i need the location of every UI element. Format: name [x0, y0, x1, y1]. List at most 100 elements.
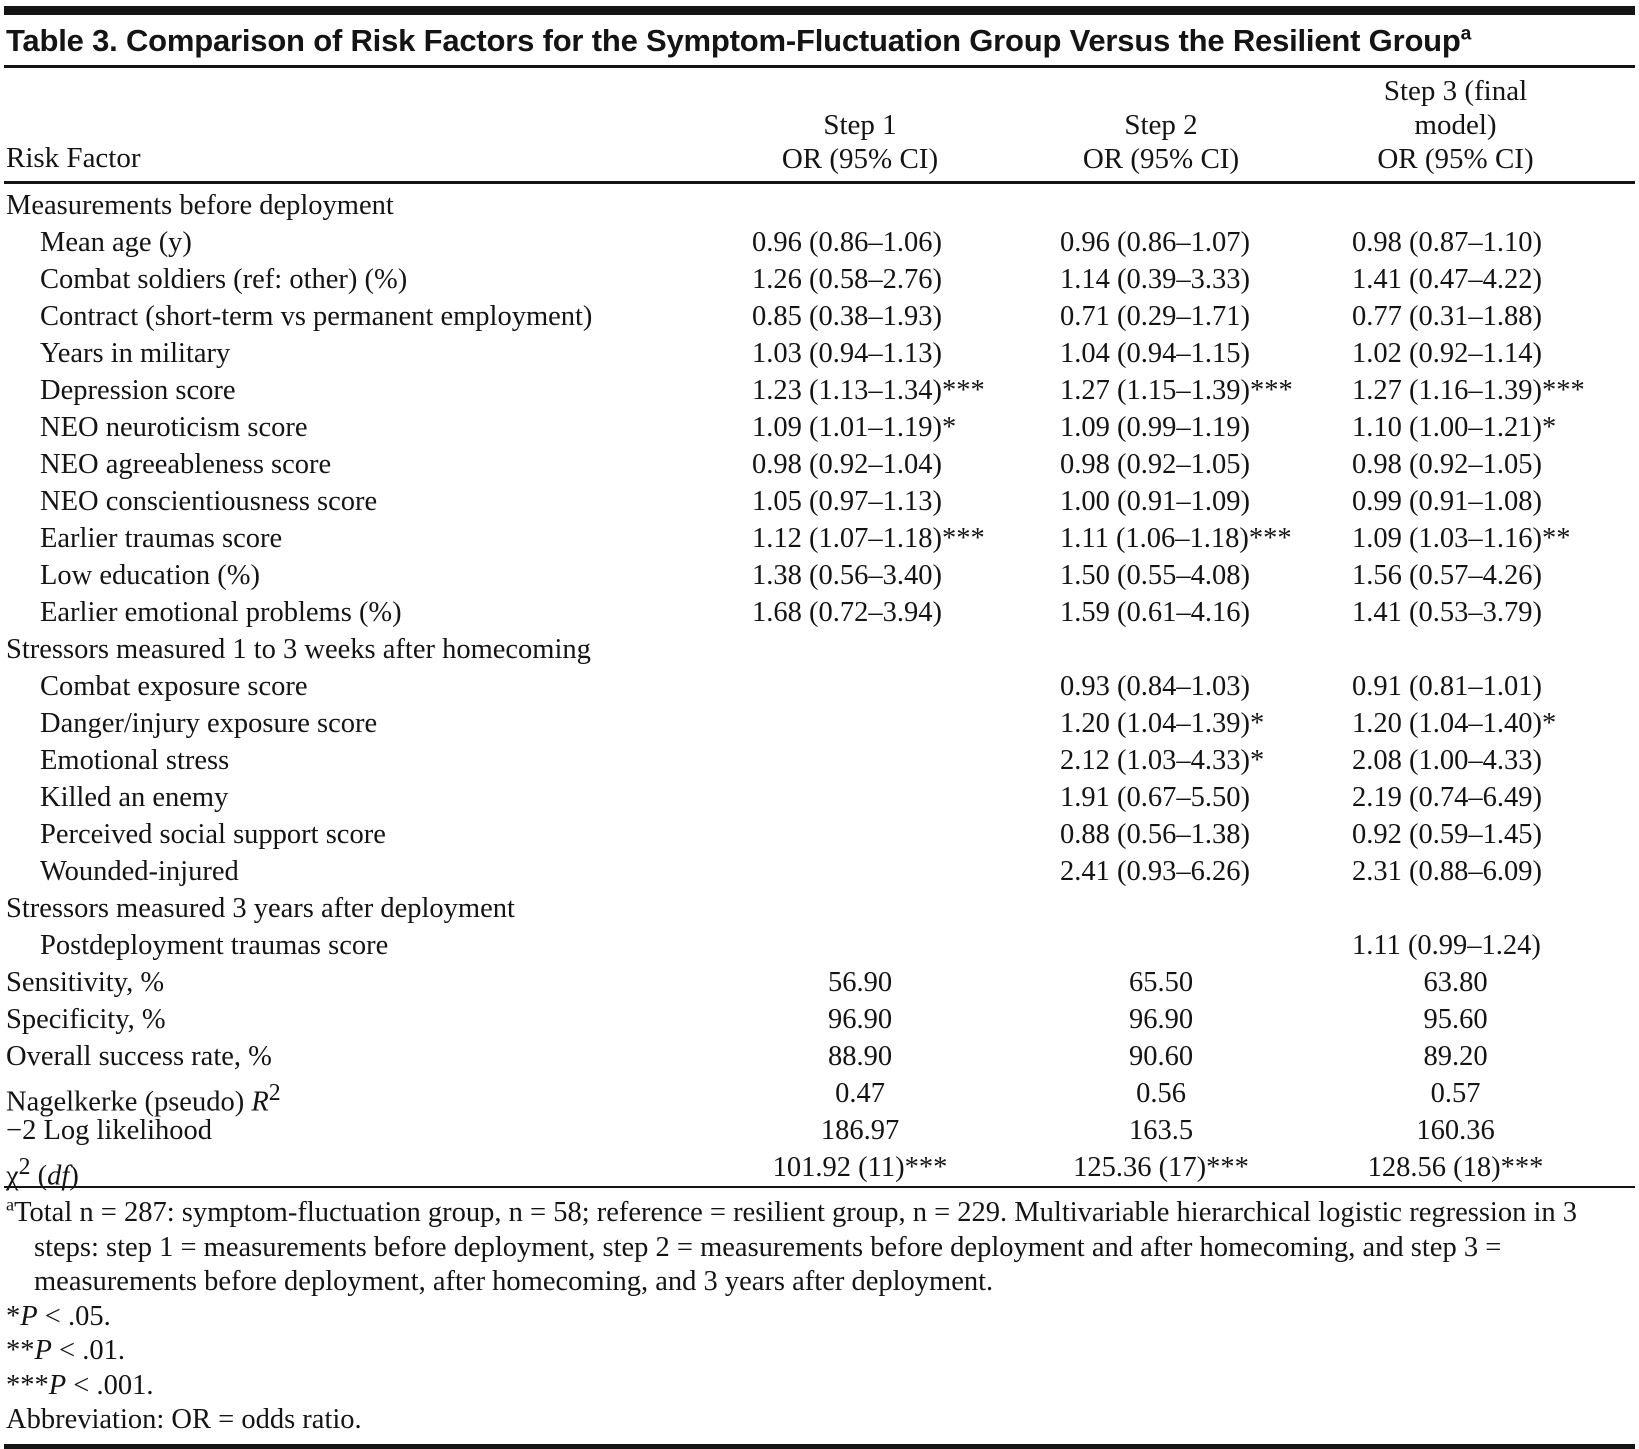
- title-rule: [4, 65, 1635, 68]
- value-cell-step3: 160.36: [1416, 1115, 1495, 1146]
- table-row: Killed an enemy 1.91 (0.67–5.50) 2.19 (0.7…: [0, 779, 1639, 816]
- value-cell-step2: 125.36 (17)***: [1073, 1152, 1249, 1183]
- row-label: Depression score: [40, 375, 236, 406]
- value-cell-step1: [740, 927, 1050, 964]
- table-row: NEO neuroticism score 1.09 (1.01–1.19)* 1.…: [0, 409, 1639, 446]
- risk-factor-header: Risk Factor: [6, 142, 141, 174]
- value-cell-step2: 1.20 (1.04–1.39)*: [1060, 708, 1265, 739]
- value-cell-step2: 1.00 (0.91–1.09): [1060, 486, 1250, 517]
- value-cell-step1: [740, 779, 1050, 816]
- row-label: Low education (%): [40, 560, 260, 591]
- footnotes: aTotal n = 287: symptom-fluctuation grou…: [0, 1188, 1639, 1444]
- value-cell-step1: [740, 742, 1050, 779]
- row-label: Postdeployment traumas score: [40, 930, 389, 961]
- value-cell-step2: 90.60: [1128, 1041, 1194, 1072]
- value-cell-step1: 1.09 (1.01–1.19)*: [752, 412, 957, 443]
- table-row: Perceived social support score 0.88 (0.56…: [0, 816, 1639, 853]
- value-cell-step2: 2.12 (1.03–4.33)*: [1060, 745, 1265, 776]
- bottom-double-rule: [4, 1443, 1635, 1449]
- table-row: Overall success rate, % 88.90 90.60 89.20: [0, 1038, 1639, 1075]
- table-row: Contract (short-term vs permanent employ…: [0, 298, 1639, 335]
- table-row: Wounded-injured 2.41 (0.93–6.26) 2.31 (0.8…: [0, 853, 1639, 890]
- value-cell-step2: 96.90: [1128, 1004, 1194, 1035]
- value-cell-step2: 65.50: [1128, 967, 1194, 998]
- row-label: Years in military: [40, 338, 231, 369]
- value-cell-step3: 1.09 (1.03–1.16)**: [1352, 523, 1571, 554]
- value-cell-step3: 2.19 (0.74–6.49): [1352, 782, 1542, 813]
- value-cell-step3: 2.31 (0.88–6.09): [1352, 856, 1542, 887]
- value-cell-step1: 186.97: [820, 1115, 900, 1146]
- table-row: Years in military 1.03 (0.94–1.13) 1.04 (0…: [0, 335, 1639, 372]
- body-bottom-rule: [4, 1186, 1635, 1188]
- value-cell-step2: 0.98 (0.92–1.05): [1060, 449, 1250, 480]
- value-cell-step2: 1.59 (0.61–4.16): [1060, 597, 1250, 628]
- row-label: Sensitivity, %: [6, 967, 165, 998]
- row-label: Nagelkerke (pseudo) R2: [6, 1080, 281, 1118]
- row-label: Killed an enemy: [40, 782, 229, 813]
- value-cell-step3: 1.27 (1.16–1.39)***: [1352, 375, 1585, 406]
- row-label: Stressors measured 3 years after deploym…: [6, 893, 515, 924]
- value-cell-step2: 1.91 (0.67–5.50): [1060, 782, 1250, 813]
- section-row: Stressors measured 3 years after deploym…: [0, 890, 1639, 927]
- row-label: Measurements before deployment: [6, 190, 394, 221]
- value-cell-step3: 0.99 (0.91–1.08): [1352, 486, 1542, 517]
- value-cell-step1: 1.12 (1.07–1.18)***: [752, 523, 985, 554]
- value-cell-step1: [740, 853, 1050, 890]
- table-row: Low education (%) 1.38 (0.56–3.40) 1.50 (0…: [0, 557, 1639, 594]
- value-cell-step3: 0.98 (0.87–1.10): [1352, 227, 1542, 258]
- value-cell-step2: 0.93 (0.84–1.03): [1060, 671, 1250, 702]
- value-cell-step3: 1.20 (1.04–1.40)*: [1352, 708, 1557, 739]
- table-row: Danger/injury exposure score 1.20 (1.04–1…: [0, 705, 1639, 742]
- row-label: NEO neuroticism score: [40, 412, 308, 443]
- value-cell-step3: 0.91 (0.81–1.01): [1352, 671, 1542, 702]
- row-label: Perceived social support score: [40, 819, 386, 850]
- value-cell-step3: 0.57: [1430, 1078, 1481, 1109]
- table-row: Mean age (y) 0.96 (0.86–1.06) 0.96 (0.86–1…: [0, 224, 1639, 261]
- table-row: Postdeployment traumas score 1.11 (0.99–1…: [0, 927, 1639, 964]
- row-label: −2 Log likelihood: [6, 1115, 213, 1146]
- value-cell-step2: 1.50 (0.55–4.08): [1060, 560, 1250, 591]
- value-cell-step3: 0.92 (0.59–1.45): [1352, 819, 1542, 850]
- value-cell-step2: 163.5: [1128, 1115, 1194, 1146]
- row-label: NEO agreeableness score: [40, 449, 332, 480]
- step2-or-label: OR (95% CI): [1082, 143, 1240, 175]
- footnote-sig-01: **P < .01.: [6, 1335, 125, 1366]
- table-row: Specificity, % 96.90 96.90 95.60: [0, 1001, 1639, 1038]
- value-cell-step2: 1.14 (0.39–3.33): [1060, 264, 1250, 295]
- row-label: Combat soldiers (ref: other) (%): [40, 264, 408, 295]
- table-row: Depression score 1.23 (1.13–1.34)*** 1.27 …: [0, 372, 1639, 409]
- value-cell-step1: 1.03 (0.94–1.13): [752, 338, 942, 369]
- table-row: NEO conscientiousness score 1.05 (0.97–1.…: [0, 483, 1639, 520]
- value-cell-step3: 0.77 (0.31–1.88): [1352, 301, 1542, 332]
- value-cell-step3: 63.80: [1423, 967, 1488, 998]
- value-cell-step1: 1.68 (0.72–3.94): [752, 597, 942, 628]
- table-row: −2 Log likelihood 186.97 163.5 160.36: [0, 1112, 1639, 1149]
- row-label: Stressors measured 1 to 3 weeks after ho…: [6, 634, 591, 665]
- value-cell-step2: 0.56: [1136, 1078, 1186, 1109]
- value-cell-step1: 1.05 (0.97–1.13): [752, 486, 942, 517]
- value-cell-step1: 1.23 (1.13–1.34)***: [752, 375, 985, 406]
- footnote-a-text: Total n = 287: symptom-fluctuation group…: [14, 1197, 1578, 1297]
- table-header: Risk Factor Step 1 OR (95% CI) Step 2 OR…: [0, 68, 1639, 181]
- row-label: Overall success rate, %: [6, 1041, 272, 1072]
- row-label: Mean age (y): [40, 227, 192, 258]
- table-row: Combat soldiers (ref: other) (%) 1.26 (0.…: [0, 261, 1639, 298]
- value-cell-step3: 1.02 (0.92–1.14): [1352, 338, 1542, 369]
- value-cell-step3: 2.08 (1.00–4.33): [1352, 745, 1542, 776]
- footnote-a-marker: a: [6, 1194, 15, 1215]
- value-cell-step1: 0.85 (0.38–1.93): [752, 301, 942, 332]
- row-label: Emotional stress: [40, 745, 230, 776]
- value-cell-step3: 1.11 (0.99–1.24): [1352, 930, 1541, 961]
- footnote-abbreviation: Abbreviation: OR = odds ratio.: [6, 1404, 362, 1435]
- value-cell-step3: 1.56 (0.57–4.26): [1352, 560, 1542, 591]
- value-cell-step2: 1.27 (1.15–1.39)***: [1060, 375, 1293, 406]
- value-cell-step1: 1.38 (0.56–3.40): [752, 560, 942, 591]
- footnote-sig-001: ***P < .001.: [6, 1369, 154, 1401]
- header-rule: [4, 181, 1635, 184]
- row-label: NEO conscientiousness score: [40, 486, 378, 517]
- table-row: NEO agreeableness score 0.98 (0.92–1.04) 0…: [0, 446, 1639, 483]
- section-row: Measurements before deployment: [0, 187, 1639, 224]
- top-rule: [4, 6, 1635, 15]
- value-cell-step2: 2.41 (0.93–6.26): [1060, 856, 1250, 887]
